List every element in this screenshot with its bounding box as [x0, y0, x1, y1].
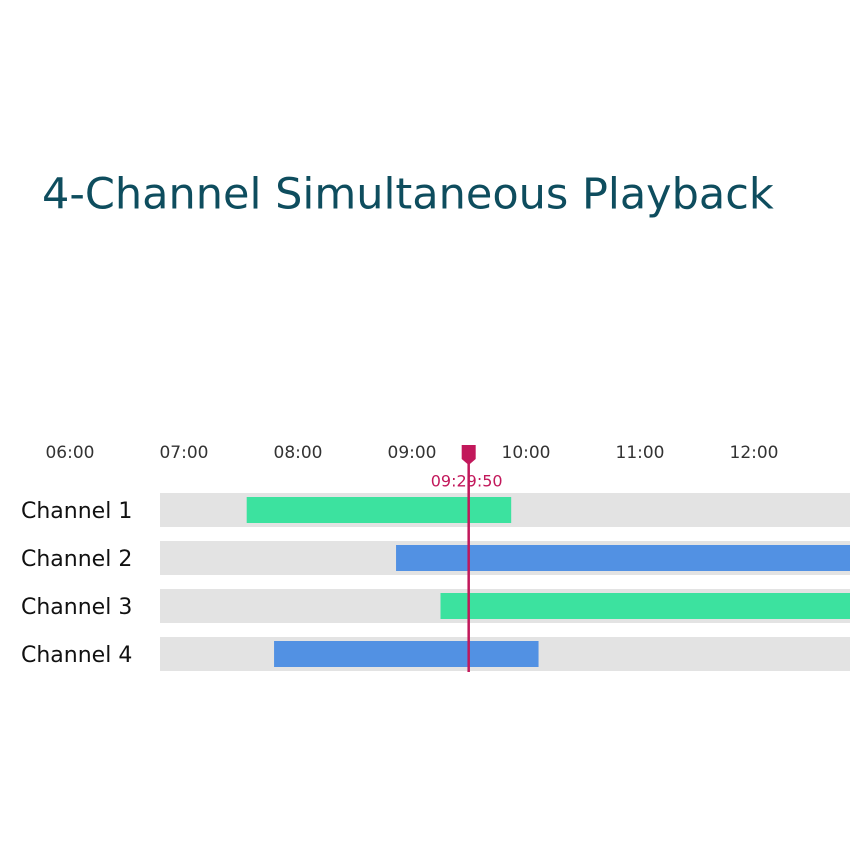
title: 4-Channel Simultaneous Playback	[42, 170, 774, 220]
playhead-handle	[461, 445, 476, 465]
recording-segment	[440, 593, 850, 619]
playhead-time: 09:29:50	[431, 472, 503, 491]
recording-segment	[396, 545, 850, 571]
time-tick-label: 12:00	[730, 443, 779, 463]
time-tick-label: 11:00	[616, 443, 665, 463]
channel-label: Channel 3	[21, 595, 132, 620]
time-tick-label: 07:00	[159, 443, 208, 463]
recording-segment	[246, 497, 512, 523]
time-tick-label: 08:00	[274, 443, 323, 463]
time-tick-label: 09:00	[388, 443, 437, 463]
channel-label: Channel 2	[21, 547, 132, 572]
time-tick-label: 10:00	[502, 443, 551, 463]
recording-segment	[274, 641, 539, 667]
channel-label: Channel 4	[21, 643, 132, 668]
time-tick-label: 06:00	[45, 443, 94, 463]
channel-label: Channel 1	[21, 499, 132, 524]
